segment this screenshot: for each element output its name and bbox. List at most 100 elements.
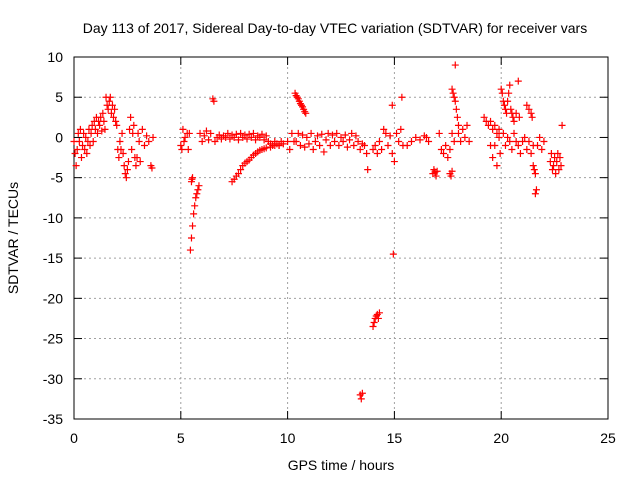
y-tick-label: 5 bbox=[55, 89, 63, 105]
data-point bbox=[284, 137, 292, 145]
data-point bbox=[374, 314, 382, 322]
data-point bbox=[512, 137, 520, 145]
x-tick-label: 0 bbox=[70, 430, 78, 446]
data-point bbox=[85, 125, 93, 133]
data-point bbox=[249, 129, 257, 137]
data-point bbox=[143, 132, 151, 140]
data-point bbox=[525, 137, 533, 145]
y-axis-label: SDTVAR / TECUs bbox=[5, 182, 21, 294]
data-point bbox=[187, 234, 195, 242]
data-point bbox=[525, 105, 533, 113]
data-point bbox=[82, 133, 90, 141]
data-point bbox=[461, 133, 469, 141]
x-tick-label: 5 bbox=[177, 430, 185, 446]
data-point bbox=[93, 129, 101, 137]
data-point bbox=[322, 136, 330, 144]
x-tick-label: 10 bbox=[280, 430, 296, 446]
data-point bbox=[450, 93, 458, 101]
data-point bbox=[510, 117, 518, 125]
data-point bbox=[112, 117, 120, 125]
data-point bbox=[86, 141, 94, 149]
data-point bbox=[190, 210, 198, 218]
data-point bbox=[297, 101, 305, 109]
data-point bbox=[116, 137, 124, 145]
data-point bbox=[453, 113, 461, 121]
data-point bbox=[71, 150, 79, 158]
data-point bbox=[184, 146, 192, 154]
data-point bbox=[449, 89, 457, 97]
data-points bbox=[70, 61, 566, 403]
data-point bbox=[293, 93, 301, 101]
data-point bbox=[356, 146, 364, 154]
data-point bbox=[499, 129, 507, 137]
data-point bbox=[299, 131, 307, 139]
data-point bbox=[149, 133, 157, 141]
data-point bbox=[101, 125, 109, 133]
data-point bbox=[296, 141, 304, 149]
y-tick-label: -30 bbox=[43, 371, 63, 387]
data-point bbox=[491, 141, 499, 149]
data-point bbox=[550, 162, 558, 170]
data-point bbox=[448, 85, 456, 93]
data-point bbox=[369, 146, 377, 154]
data-point bbox=[97, 113, 105, 121]
data-point bbox=[536, 133, 544, 141]
data-point bbox=[307, 129, 315, 137]
data-point bbox=[178, 146, 186, 154]
data-point bbox=[493, 129, 501, 137]
data-point bbox=[360, 141, 368, 149]
data-point bbox=[186, 246, 194, 254]
data-point bbox=[412, 133, 420, 141]
data-point bbox=[510, 129, 518, 137]
data-point bbox=[111, 105, 119, 113]
data-point bbox=[189, 174, 197, 182]
data-point bbox=[558, 121, 566, 129]
data-point bbox=[364, 166, 372, 174]
data-point bbox=[519, 137, 527, 145]
data-point bbox=[354, 137, 362, 145]
x-axis-label: GPS time / hours bbox=[288, 457, 395, 473]
data-point bbox=[136, 158, 144, 166]
y-tick-label: -5 bbox=[51, 170, 64, 186]
data-point bbox=[514, 141, 522, 149]
data-point bbox=[311, 137, 319, 145]
data-point bbox=[497, 85, 505, 93]
data-point bbox=[72, 162, 80, 170]
data-point bbox=[346, 136, 354, 144]
data-point bbox=[75, 137, 83, 145]
data-point bbox=[358, 389, 366, 397]
data-point bbox=[523, 101, 531, 109]
data-point bbox=[211, 137, 219, 145]
data-point bbox=[286, 146, 294, 154]
data-point bbox=[451, 97, 459, 105]
data-point bbox=[395, 137, 403, 145]
data-point bbox=[484, 121, 492, 129]
data-point bbox=[115, 154, 123, 162]
data-point bbox=[126, 125, 134, 133]
data-point bbox=[81, 146, 89, 154]
data-point bbox=[553, 158, 561, 166]
data-point bbox=[463, 121, 471, 129]
data-point bbox=[554, 150, 562, 158]
data-point bbox=[363, 150, 371, 158]
data-point bbox=[119, 150, 127, 158]
data-point bbox=[198, 137, 206, 145]
data-point bbox=[506, 81, 514, 89]
data-point bbox=[128, 146, 136, 154]
data-point bbox=[117, 146, 125, 154]
x-axis-ticks: 0 5 10 15 20 25 bbox=[70, 57, 616, 446]
data-point bbox=[384, 141, 392, 149]
data-point bbox=[288, 129, 296, 137]
data-point bbox=[210, 97, 218, 105]
data-point bbox=[205, 136, 213, 144]
gridlines bbox=[74, 57, 608, 419]
data-point bbox=[76, 125, 84, 133]
data-point bbox=[489, 154, 497, 162]
data-point bbox=[180, 137, 188, 145]
data-point bbox=[437, 146, 445, 154]
data-point bbox=[73, 146, 81, 154]
data-point bbox=[509, 113, 517, 121]
data-point bbox=[133, 154, 141, 162]
data-point bbox=[454, 129, 462, 137]
data-point bbox=[343, 143, 351, 151]
